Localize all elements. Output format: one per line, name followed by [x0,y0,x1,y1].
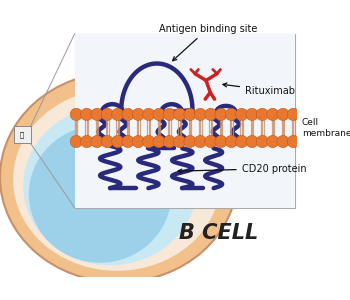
Text: Cell
membrane: Cell membrane [302,118,350,138]
Circle shape [132,135,145,148]
Text: CD20 protein: CD20 protein [178,164,306,174]
Circle shape [91,135,103,148]
Circle shape [236,135,248,148]
Circle shape [163,108,175,121]
Circle shape [101,135,113,148]
Circle shape [122,135,134,148]
Circle shape [204,135,217,148]
Circle shape [256,108,268,121]
Circle shape [225,135,237,148]
Circle shape [194,108,206,121]
Text: 🔗: 🔗 [20,131,24,138]
Circle shape [287,135,300,148]
Circle shape [194,135,206,148]
Ellipse shape [0,72,237,282]
Circle shape [112,108,124,121]
Circle shape [256,135,268,148]
Circle shape [215,108,227,121]
Circle shape [70,135,82,148]
Text: B CELL: B CELL [179,223,258,243]
Circle shape [215,135,227,148]
Circle shape [236,108,248,121]
Circle shape [153,108,165,121]
Ellipse shape [29,125,171,263]
Circle shape [287,108,300,121]
Circle shape [267,108,279,121]
Circle shape [153,135,165,148]
Bar [75,34,295,208]
Circle shape [277,108,289,121]
Circle shape [101,108,113,121]
Ellipse shape [23,106,197,265]
Bar [14,126,30,143]
Circle shape [70,108,82,121]
Circle shape [184,108,196,121]
Text: Antigen binding site: Antigen binding site [159,24,257,61]
Circle shape [246,135,258,148]
Circle shape [204,108,217,121]
Circle shape [267,135,279,148]
Bar [75,34,295,208]
Circle shape [91,108,103,121]
Circle shape [225,108,237,121]
Circle shape [174,108,186,121]
Circle shape [163,135,175,148]
Circle shape [174,135,186,148]
Circle shape [80,108,93,121]
Circle shape [122,108,134,121]
Circle shape [142,135,155,148]
Circle shape [112,135,124,148]
Circle shape [80,135,93,148]
Circle shape [142,108,155,121]
Circle shape [184,135,196,148]
Circle shape [132,108,145,121]
Circle shape [277,135,289,148]
Text: Rituximab: Rituximab [223,83,295,96]
Circle shape [246,108,258,121]
Ellipse shape [13,88,221,271]
